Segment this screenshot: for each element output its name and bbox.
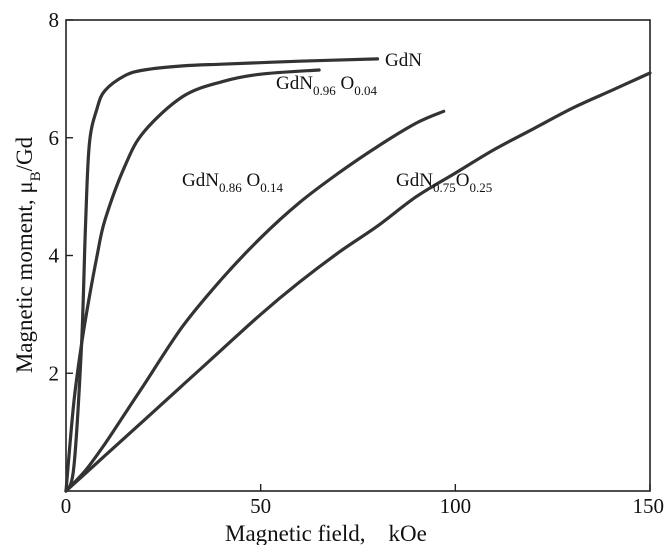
curves-group	[64, 57, 652, 493]
y-tick-label: 2	[49, 361, 60, 385]
y-tick-label: 8	[49, 8, 60, 32]
x-tick-label: 150	[633, 494, 665, 518]
series-label-gdn0-75-o0-25: GdN0.75O0.25	[396, 170, 492, 195]
y-axis-title: Magnetic moment, μB/Gd	[12, 136, 44, 373]
y-tick-label: 4	[49, 244, 60, 268]
x-tick-label: 50	[250, 494, 271, 518]
series-labels-group: GdN GdN0.96 O0.04 GdN0.86 O0.14 GdN0.75O0.2…	[182, 50, 492, 195]
x-axis-title: Magnetic field, kOe	[225, 521, 427, 545]
tick-labels-group: 0 50 100 150 2 4 6 8	[49, 8, 665, 518]
series-label-gdn: GdN	[385, 50, 422, 71]
series-line-gdn0-96-o0-04	[64, 68, 321, 493]
series-line-gdn	[64, 57, 380, 493]
x-tick-label: 100	[440, 494, 472, 518]
series-label-gdn0-86-o0-14: GdN0.86 O0.14	[182, 170, 283, 195]
series-line-gdn0-75-o0-25	[64, 71, 652, 493]
series-label-gdn0-96-o0-04: GdN0.96 O0.04	[276, 73, 377, 98]
x-tick-label: 0	[61, 494, 72, 518]
series-line-gdn0-86-o0-14	[64, 109, 446, 493]
y-tick-label: 6	[49, 126, 60, 150]
